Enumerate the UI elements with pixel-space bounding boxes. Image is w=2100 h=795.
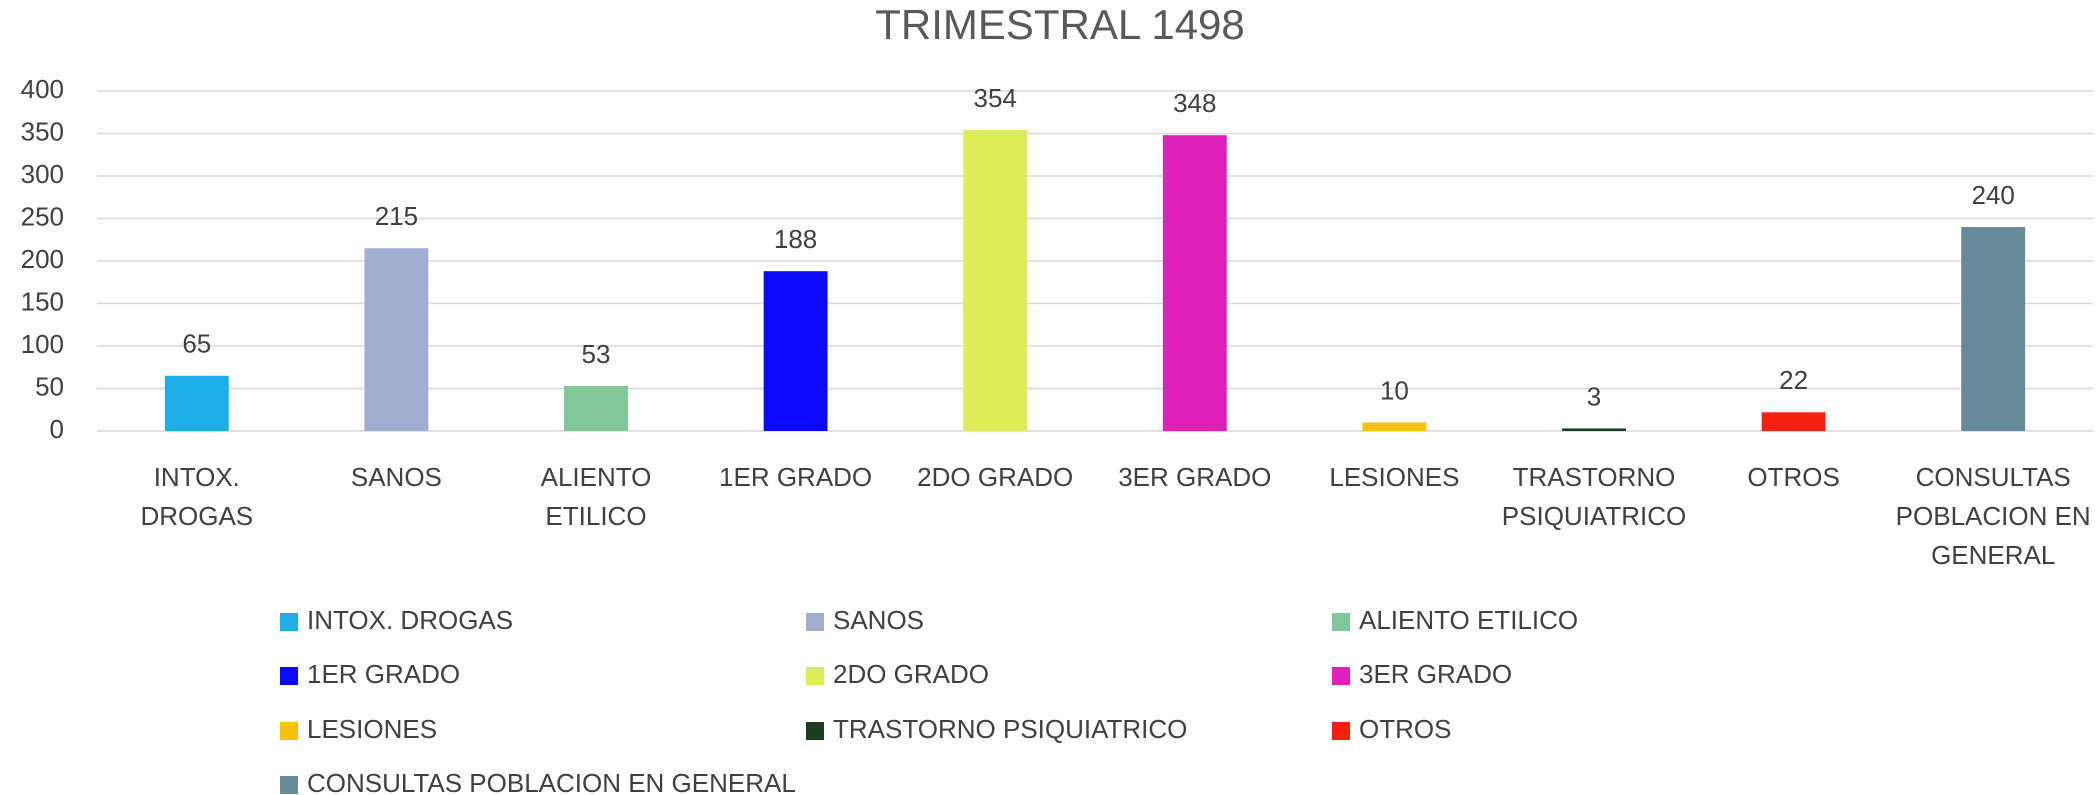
legend-swatch [280, 776, 298, 794]
y-tick-label: 350 [21, 116, 64, 146]
legend-swatch [280, 722, 298, 740]
legend-label: ALIENTO ETILICO [1359, 605, 1578, 635]
legend-swatch [1332, 667, 1350, 685]
legend-label: INTOX. DROGAS [307, 605, 513, 635]
legend-swatch [1332, 613, 1350, 631]
data-label: 215 [375, 201, 418, 231]
x-tick-label: 2DO GRADO [917, 462, 1073, 492]
y-tick-label: 200 [21, 244, 64, 274]
x-tick-label: INTOX. DROGAS [140, 462, 253, 531]
bar [1162, 135, 1227, 431]
legend-swatch [1332, 722, 1350, 740]
bar [1761, 412, 1826, 431]
y-tick-label: 300 [21, 159, 64, 189]
data-label: 22 [1779, 365, 1808, 395]
x-tick-label: OTROS [1747, 462, 1839, 492]
data-label: 354 [974, 83, 1017, 113]
legend-label: OTROS [1359, 714, 1451, 744]
bar [564, 385, 628, 431]
data-label: 53 [582, 339, 611, 369]
bar [164, 375, 229, 431]
x-tick-label: LESIONES [1329, 462, 1459, 492]
x-tick-label: CONSULTAS POBLACION EN GENERAL [1896, 462, 2091, 570]
data-label: 240 [1972, 180, 2015, 210]
x-tick-label: ALIENTO ETILICO [541, 462, 652, 531]
legend-label: LESIONES [307, 714, 437, 744]
legend-label: SANOS [833, 605, 924, 635]
legend-swatch [280, 613, 298, 631]
legend-label: 2DO GRADO [833, 659, 989, 689]
chart-title: TRIMESTRAL 1498 [875, 1, 1245, 48]
data-label: 65 [182, 329, 211, 359]
bar [963, 130, 1028, 431]
legend-swatch [806, 667, 824, 685]
bar [1362, 422, 1427, 431]
legend-swatch [806, 613, 824, 631]
bar [364, 248, 429, 431]
y-tick-label: 250 [21, 201, 64, 231]
legend-label: 3ER GRADO [1359, 659, 1512, 689]
data-label: 348 [1173, 88, 1216, 118]
legend-label: TRASTORNO PSIQUIATRICO [833, 714, 1187, 744]
y-tick-label: 50 [35, 371, 64, 401]
y-tick-label: 150 [21, 286, 64, 316]
x-tick-label: SANOS [351, 462, 442, 492]
legend-label: 1ER GRADO [307, 659, 460, 689]
data-label: 188 [774, 224, 817, 254]
y-tick-label: 400 [21, 74, 64, 104]
bar [1562, 428, 1626, 431]
x-tick-label: TRASTORNO PSIQUIATRICO [1502, 462, 1686, 531]
bar [1961, 227, 2026, 431]
x-tick-label: 1ER GRADO [719, 462, 872, 492]
legend-swatch [280, 667, 298, 685]
bar [763, 271, 828, 431]
data-label: 10 [1380, 375, 1409, 405]
y-tick-label: 0 [50, 414, 64, 444]
x-tick-label: 3ER GRADO [1118, 462, 1271, 492]
legend-label: CONSULTAS POBLACION EN GENERAL [307, 768, 796, 795]
legend-swatch [806, 722, 824, 740]
data-label: 3 [1587, 381, 1601, 411]
y-tick-label: 100 [21, 329, 64, 359]
